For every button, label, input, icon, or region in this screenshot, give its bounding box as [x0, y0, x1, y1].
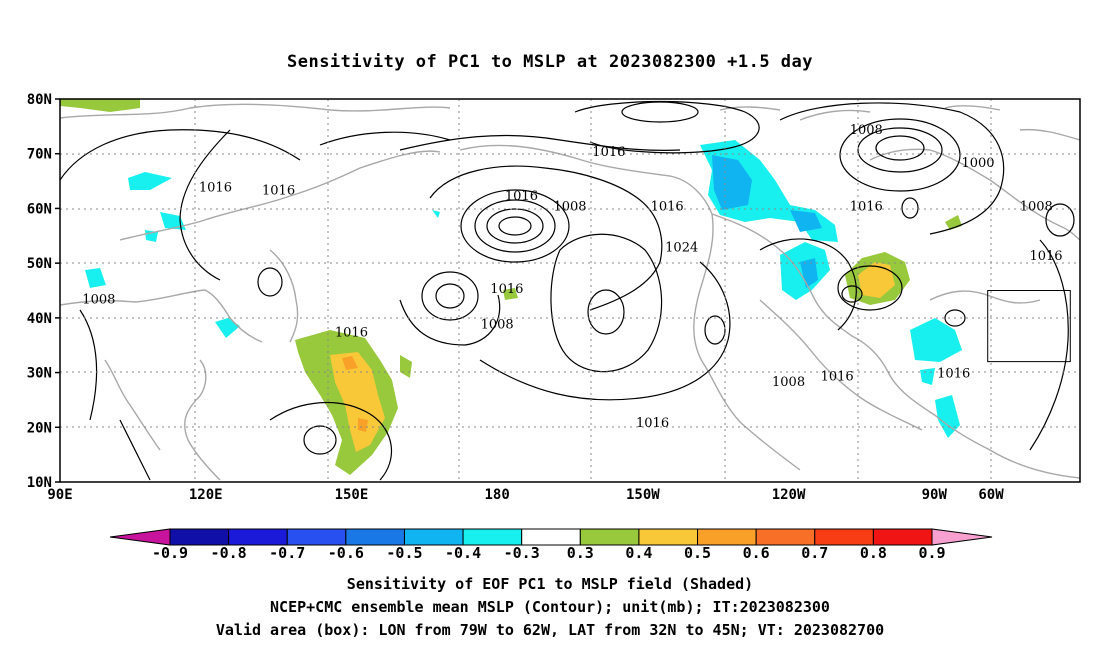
colorbar-label: 0.8	[860, 544, 887, 562]
caption-line-1: Sensitivity of EOF PC1 to MSLP field (Sh…	[347, 575, 753, 593]
contour-label: 1008	[1020, 200, 1053, 215]
contour-label: 1016	[335, 326, 368, 341]
colorbar-label: 0.6	[743, 544, 770, 562]
colorbar: -0.9 -0.8 -0.7 -0.6 -0.5 -0.4 -0.3 0.3 0.4 0.5 0.6…	[109, 528, 993, 562]
sensitivity-shading	[60, 99, 962, 475]
colorbar-low-triangle	[109, 528, 171, 546]
colorbar-swatch	[638, 528, 699, 546]
lat-label: 10N	[27, 475, 52, 491]
colorbar-swatch	[462, 528, 523, 546]
lon-label: 180	[484, 487, 509, 503]
contour-label: 1016	[937, 367, 970, 382]
colorbar-swatch	[403, 528, 464, 546]
lat-label: 60N	[27, 201, 52, 217]
colorbar-label: 0.9	[918, 544, 945, 562]
contour-label: 1016	[199, 181, 232, 196]
lat-label: 70N	[27, 147, 52, 163]
map-area: 1016 1016 1016 1016 1008 1016 1024 1008 1016 1000…	[60, 99, 1080, 482]
mslp-contours	[60, 100, 1075, 481]
colorbar-swatch	[169, 528, 230, 546]
contour-label: 1008	[553, 200, 586, 215]
colorbar-swatch	[872, 528, 933, 546]
contour-label: 1016	[262, 183, 295, 198]
caption-line-2: NCEP+CMC ensemble mean MSLP (Contour); u…	[270, 598, 830, 616]
contour-label: 1008	[850, 123, 883, 138]
colorbar-label: -0.3	[504, 544, 540, 562]
contour-label: 1016	[636, 416, 669, 431]
contour-label: 1016	[1029, 249, 1062, 264]
contour-label: 1008	[82, 293, 115, 308]
valid-area-box	[987, 290, 1071, 363]
colorbar-label: -0.9	[152, 544, 188, 562]
lon-label: 120W	[772, 487, 806, 503]
colorbar-swatch	[286, 528, 347, 546]
graticule	[60, 99, 1080, 482]
colorbar-label: 0.3	[567, 544, 594, 562]
colorbar-swatch	[755, 528, 816, 546]
colorbar-swatch	[697, 528, 757, 546]
colorbar-swatch	[228, 528, 288, 546]
lon-label: 150W	[626, 487, 660, 503]
lat-label: 40N	[27, 311, 52, 327]
lat-label: 20N	[27, 420, 52, 436]
colorbar-label: -0.5	[386, 544, 422, 562]
colorbar-label: 0.4	[625, 544, 652, 562]
contour-label: 1000	[961, 156, 994, 171]
lon-label: 120E	[189, 487, 223, 503]
figure-title: Sensitivity of PC1 to MSLP at 2023082300…	[287, 52, 813, 72]
contour-label: 1016	[592, 145, 625, 160]
colorbar-swatch	[579, 528, 640, 546]
contour-label: 1008	[481, 317, 514, 332]
contour-labels: 1016 1016 1016 1016 1008 1016 1024 1008 1016 1000…	[82, 123, 1062, 431]
colorbar-label: -0.7	[269, 544, 305, 562]
lat-label: 80N	[27, 92, 52, 108]
colorbar-swatch	[345, 528, 405, 546]
colorbar-label: 0.5	[684, 544, 711, 562]
latitude-labels: 80N 70N 60N 50N 40N 30N 20N 10N	[27, 92, 60, 491]
contour-label: 1016	[505, 189, 538, 204]
contour-label: 1008	[772, 375, 805, 390]
contour-label: 1016	[821, 369, 854, 384]
contour-label: 1016	[490, 282, 523, 297]
lat-label: 50N	[27, 256, 52, 272]
contour-label: 1016	[850, 200, 883, 215]
valid-area-layer	[987, 290, 1071, 363]
map-frame	[59, 98, 1081, 483]
longitude-labels: 90E 120E 150E 180 150W 120W 90W 60W	[47, 487, 1004, 503]
colorbar-label: -0.6	[328, 544, 364, 562]
caption-line-3: Valid area (box): LON from 79W to 62W, L…	[216, 621, 884, 639]
contour-label: 1024	[665, 241, 698, 256]
contour-label: 1016	[651, 200, 684, 215]
colorbar-label: 0.7	[801, 544, 828, 562]
lon-label: 60W	[978, 487, 1004, 503]
colorbar-swatch	[521, 528, 581, 546]
colorbar-high-triangle	[931, 528, 993, 546]
lon-label: 90E	[47, 487, 72, 503]
colorbar-label: -0.8	[211, 544, 247, 562]
lon-label: 150E	[335, 487, 369, 503]
lon-label: 90W	[922, 487, 948, 503]
coastlines	[60, 103, 1080, 481]
colorbar-label: -0.4	[445, 544, 481, 562]
lat-label: 30N	[27, 366, 52, 382]
colorbar-swatch	[814, 528, 874, 546]
